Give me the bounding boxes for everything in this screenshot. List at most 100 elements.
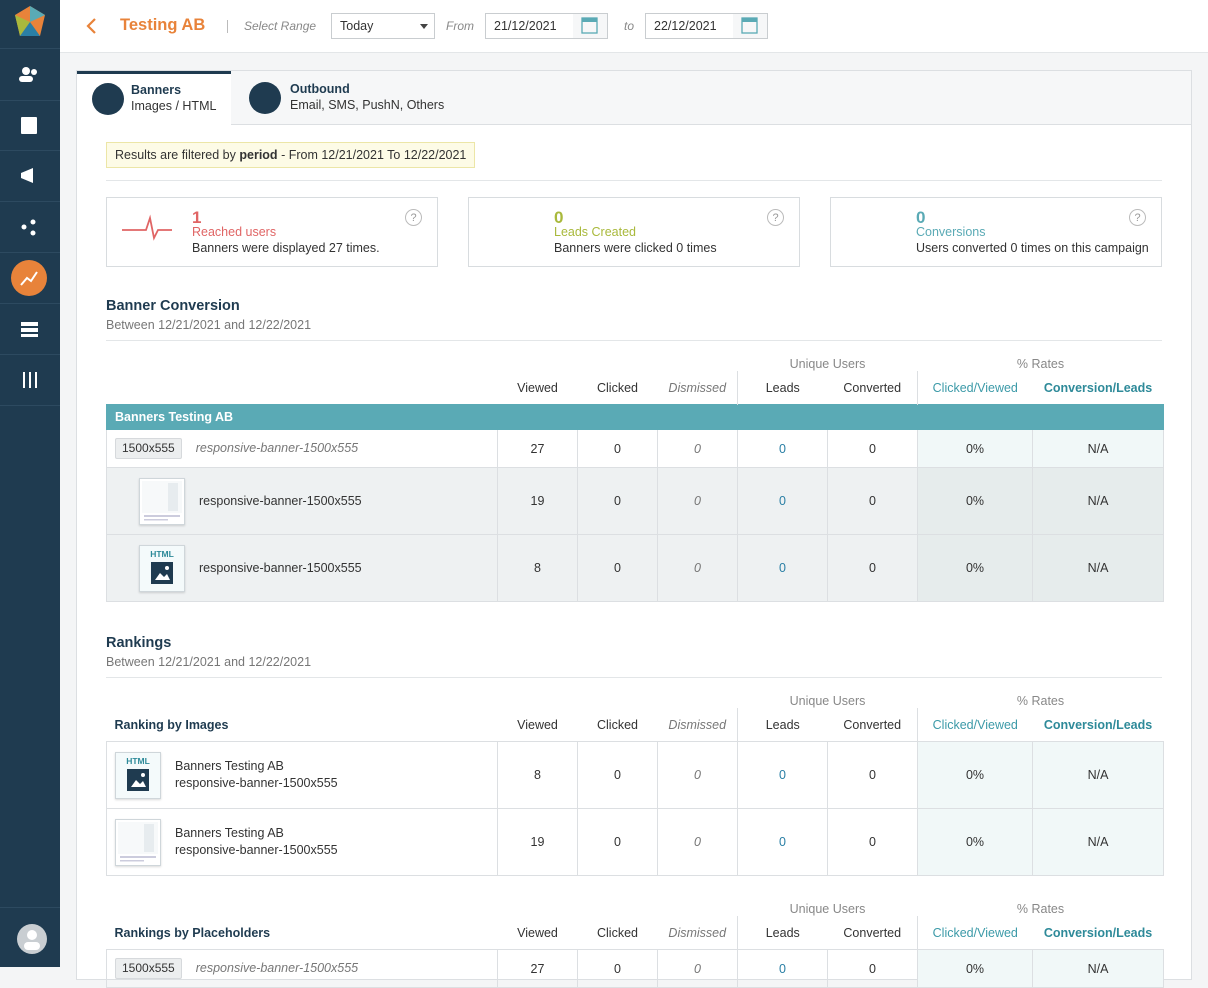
from-date-input[interactable]: 21/12/2021 (485, 13, 574, 39)
column-header: Converted (843, 380, 902, 395)
group-header: Unique Users (789, 902, 866, 916)
kpi-card: 0 Leads Created Banners were clicked 0 tim… (468, 197, 800, 267)
nav-data[interactable] (21, 322, 38, 326)
banner-size: 1500x555 (115, 958, 182, 979)
metric-cell: N/A (1032, 949, 1165, 988)
column-header: Clicked/Viewed (917, 371, 1033, 405)
column-header: Clicked/Viewed (917, 708, 1033, 742)
from-calendar-button[interactable] (573, 13, 608, 39)
banner-info: responsive-banner-1500x555 (107, 477, 497, 525)
kpi-description: Banners were clicked 0 times (554, 241, 717, 255)
group-header-row: Unique Users % Rates (107, 894, 1164, 916)
help-icon[interactable]: ? (1129, 209, 1146, 226)
nav-users[interactable] (22, 67, 30, 75)
banner-cell: responsive-banner-1500x555 (106, 467, 498, 535)
metric-cell: 0 (737, 467, 828, 535)
filter-suffix: - From 12/21/2021 To 12/22/2021 (281, 148, 467, 162)
section-subtitle: Between 12/21/2021 and 12/22/2021 (106, 318, 312, 332)
banner-thumbnail: HTML (139, 544, 185, 592)
metric-cell: 19 (497, 808, 578, 876)
kpi-card: 1 Reached users Banners were displayed 27 … (106, 197, 438, 267)
help-icon[interactable]: ? (767, 209, 784, 226)
tab-bar: Banners Images / HTML Outbound Email, SM… (77, 71, 1191, 125)
group-header: Unique Users (789, 357, 866, 371)
banner-name: responsive-banner-1500x555 (199, 560, 362, 575)
banner-cell: 1500x555 responsive-banner-1500x555 (106, 429, 498, 468)
help-icon[interactable]: ? (405, 209, 422, 226)
to-calendar-button[interactable] (733, 13, 768, 39)
nav-share[interactable] (21, 224, 27, 230)
range-select[interactable]: Today (331, 13, 435, 39)
kpi-label: Leads Created (554, 225, 637, 239)
campaign-row: Banners Testing AB (105, 404, 1165, 430)
data-row: responsive-banner-1500x555 19 0 0 0 0 0% N/A (106, 467, 1165, 535)
header-row: Rankings by Placeholders Viewed Clicked Dis… (107, 916, 1164, 950)
sidebar-icons (11, 6, 47, 954)
group-header-row: Unique Users % Rates (107, 686, 1164, 708)
metric-cell: N/A (1032, 741, 1165, 809)
nav-campaigns[interactable] (21, 168, 33, 183)
column-header: Viewed (517, 380, 558, 395)
banner-cell: Banners Testing AB responsive-banner-1500… (106, 808, 498, 876)
metric-cell: N/A (1032, 467, 1165, 535)
kpi-description: Users converted 0 times on this campaign (916, 241, 1149, 255)
from-date: 21/12/2021 (494, 19, 557, 33)
banner-size: 1500x555 (115, 438, 182, 459)
divider (106, 677, 1162, 678)
filter-prefix: Results are filtered by (115, 148, 236, 162)
banner-thumbnail: HTML (115, 751, 161, 799)
group-header-row: Unique Users % Rates (107, 349, 1164, 371)
column-header: Conversion/Leads (1043, 380, 1153, 395)
metric-cell: 0 (657, 429, 738, 468)
group-header: Unique Users (789, 694, 866, 708)
metric-cell: 0% (917, 949, 1033, 988)
spacer (107, 371, 498, 405)
to-date: 22/12/2021 (654, 19, 717, 33)
column-header: Converted (843, 717, 902, 732)
metric-cell: 8 (497, 741, 578, 809)
tab-subtitle: Images / HTML (131, 99, 217, 113)
banner-text: responsive-banner-1500x555 (199, 493, 362, 510)
banner-info: HTML responsive-banner-1500x555 (107, 544, 497, 592)
tab-outbound[interactable]: Outbound Email, SMS, PushN, Others (234, 71, 454, 124)
divider (106, 340, 1162, 341)
column-header: Clicked (597, 380, 638, 395)
metric-cell: 0% (917, 467, 1033, 535)
tab-banners[interactable]: Banners Images / HTML (77, 71, 231, 125)
metric-cell: 0% (917, 741, 1033, 809)
header-row: Ranking by Images Viewed Clicked Dismissed L… (107, 708, 1164, 742)
column-header: Conversion/Leads (1043, 925, 1153, 940)
separator (227, 20, 228, 33)
column-header: Leads (737, 916, 828, 950)
banner-name: responsive-banner-1500x555 (199, 493, 362, 508)
banner-cell: HTML Banners Testing AB responsive-banner-… (106, 741, 498, 809)
range-value: Today (340, 19, 374, 33)
banner-info: HTML Banners Testing AB responsive-banner-… (107, 751, 497, 799)
metric-cell: 0 (826, 949, 918, 988)
metric-cell: 0% (917, 534, 1033, 602)
nav-analytics-active[interactable] (11, 260, 47, 296)
banner-thumbnail (115, 818, 161, 866)
banner-text: Banners Testing AB responsive-banner-1500… (175, 758, 338, 792)
back-button[interactable] (84, 17, 98, 35)
data-table: Unique Users % Rates Viewed Clicked Dismisse… (105, 349, 1165, 602)
metric-cell: 0 (657, 949, 738, 988)
section-subtitle: Between 12/21/2021 and 12/22/2021 (106, 655, 312, 669)
banner-info: Banners Testing AB responsive-banner-1500… (107, 818, 497, 866)
column-header: Clicked/Viewed (917, 916, 1033, 950)
metric-cell: 0 (577, 949, 658, 988)
data-row: Banners Testing AB responsive-banner-1500… (106, 808, 1165, 876)
kpi-description: Banners were displayed 27 times. (192, 241, 380, 255)
pulse-icon (122, 214, 172, 241)
nav-settings[interactable] (23, 372, 25, 388)
column-header: Viewed (517, 717, 558, 732)
tab-title: Outbound (290, 82, 350, 96)
range-label: Select Range (244, 19, 317, 33)
banner-name: responsive-banner-1500x555 (175, 776, 338, 790)
to-date-input[interactable]: 22/12/2021 (645, 13, 734, 39)
nav-forms[interactable] (21, 117, 37, 134)
metric-cell: 27 (497, 949, 578, 988)
banner-cell: HTML responsive-banner-1500x555 (106, 534, 498, 602)
